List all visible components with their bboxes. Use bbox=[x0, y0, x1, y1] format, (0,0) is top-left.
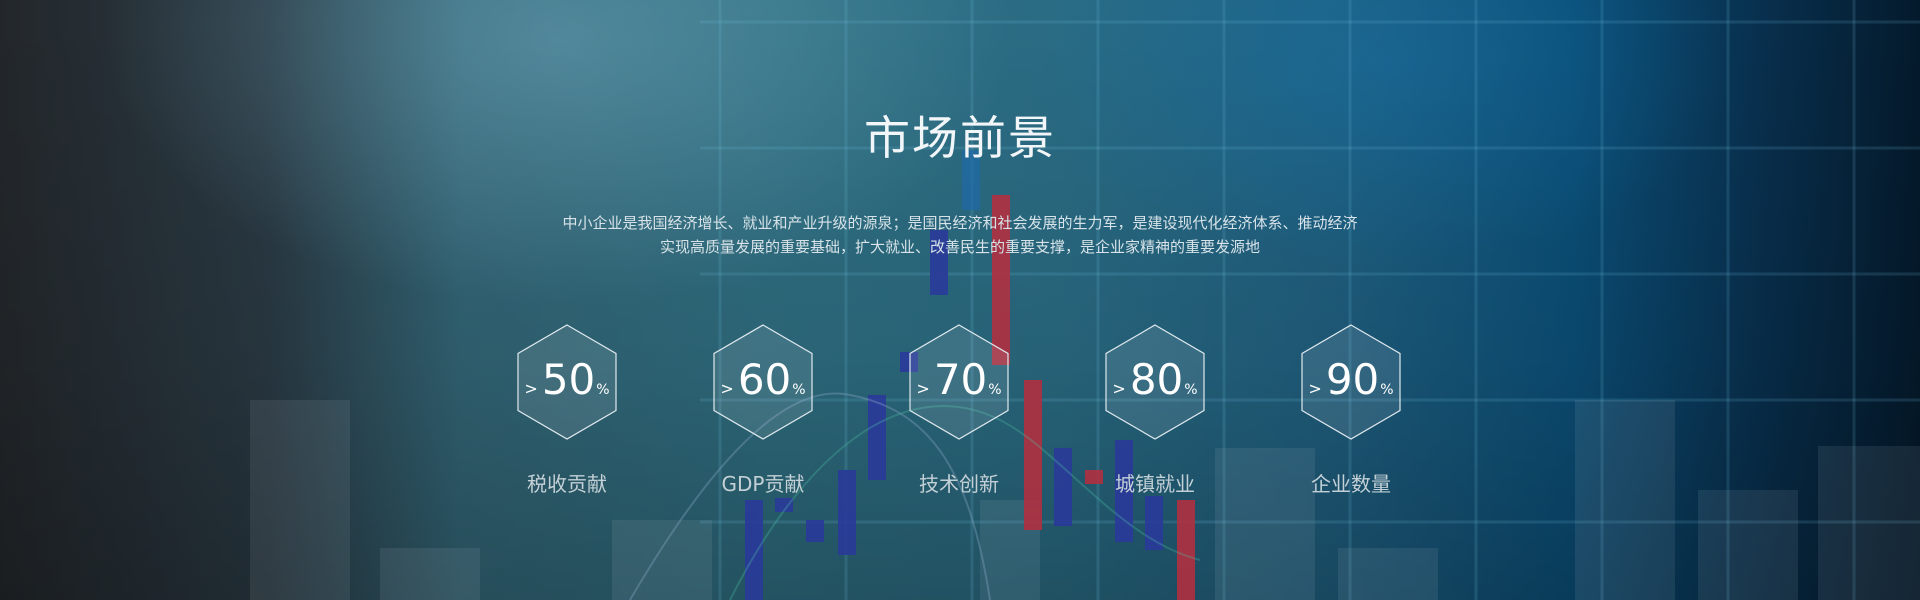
stat-prefix: > bbox=[524, 379, 538, 398]
stat-tax-contribution: > 50 % 税收贡献 bbox=[507, 324, 627, 504]
section-title: 市场前景 bbox=[864, 111, 1056, 165]
stat-unit: % bbox=[792, 382, 806, 398]
stat-value: > 90 % bbox=[1301, 354, 1401, 410]
stat-value: > 60 % bbox=[713, 354, 813, 410]
stat-prefix: > bbox=[916, 379, 930, 398]
stat-prefix: > bbox=[1112, 379, 1126, 398]
stat-gdp-contribution: > 60 % GDP贡献 bbox=[703, 324, 823, 504]
stat-label: 城镇就业 bbox=[1115, 472, 1195, 496]
hexagon-icon bbox=[517, 324, 617, 440]
hexagon-icon bbox=[713, 324, 813, 440]
stat-tech-innovation: > 70 % 技术创新 bbox=[899, 324, 1019, 504]
stat-label: 技术创新 bbox=[919, 472, 999, 496]
stat-unit: % bbox=[596, 382, 610, 398]
description-line-1: 中小企业是我国经济增长、就业和产业升级的源泉；是国民经济和社会发展的生力军，是建… bbox=[562, 214, 1358, 232]
stat-value: > 70 % bbox=[909, 354, 1009, 410]
stat-prefix: > bbox=[720, 379, 734, 398]
stat-number: 50 bbox=[541, 355, 596, 404]
hexagon-icon bbox=[909, 324, 1009, 440]
stat-unit: % bbox=[988, 382, 1002, 398]
stat-value: > 80 % bbox=[1105, 354, 1205, 410]
stat-label: 企业数量 bbox=[1311, 472, 1391, 496]
stat-number: 80 bbox=[1129, 355, 1184, 404]
stat-number: 60 bbox=[737, 355, 792, 404]
stat-unit: % bbox=[1184, 382, 1198, 398]
hexagon-icon bbox=[1301, 324, 1401, 440]
background-grid bbox=[700, 0, 1920, 600]
stat-label: 税收贡献 bbox=[527, 472, 607, 496]
stat-number: 90 bbox=[1325, 355, 1380, 404]
stat-unit: % bbox=[1380, 382, 1394, 398]
hexagon-icon bbox=[1105, 324, 1205, 440]
stat-enterprise-count: > 90 % 企业数量 bbox=[1291, 324, 1411, 504]
description-line-2: 实现高质量发展的重要基础，扩大就业、改善民生的重要支撑，是企业家精神的重要发源地 bbox=[659, 238, 1260, 256]
stat-value: > 50 % bbox=[517, 354, 617, 410]
stat-label: GDP贡献 bbox=[721, 472, 805, 496]
stat-number: 70 bbox=[933, 355, 988, 404]
stat-prefix: > bbox=[1308, 379, 1322, 398]
stat-urban-employment: > 80 % 城镇就业 bbox=[1095, 324, 1215, 504]
